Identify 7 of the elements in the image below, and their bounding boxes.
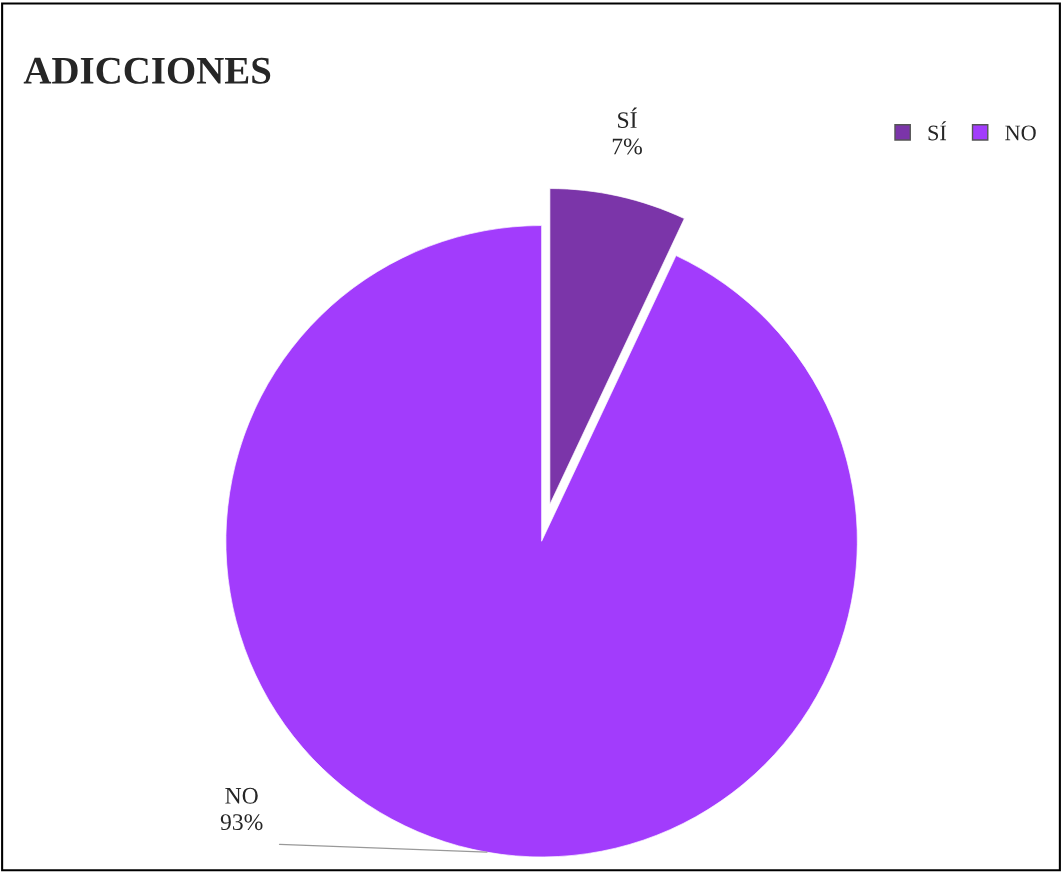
slice-label: SÍ xyxy=(618,107,637,129)
data-label: 7% xyxy=(612,138,642,155)
legend-label: NO xyxy=(1005,125,1036,141)
chart-title: ADICCIONES xyxy=(23,57,271,84)
slice-label: NO xyxy=(225,787,258,804)
data-label: 93% xyxy=(220,814,263,831)
legend-label: SÍ xyxy=(928,121,947,141)
